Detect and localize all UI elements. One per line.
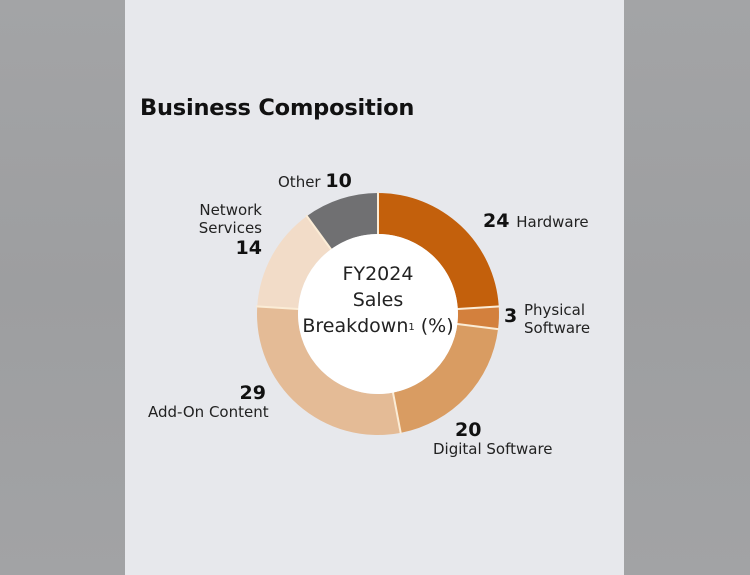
name-other: Other <box>278 173 321 191</box>
slice-add-on-content <box>257 306 401 435</box>
donut-slices <box>256 192 500 435</box>
donut-hole <box>298 234 458 394</box>
slice-separator <box>305 214 333 252</box>
label-network-services: Network Services 14 <box>198 201 262 259</box>
value-network-services: 14 <box>235 237 262 259</box>
center-year: FY2024 <box>342 263 414 285</box>
value-physical-software: 3 <box>504 305 518 327</box>
name-add-on-content: Add-On Content <box>148 403 269 421</box>
label-hardware: 24 Hardware <box>483 210 589 232</box>
value-add-on-content: 29 <box>239 382 266 404</box>
value-other: 10 <box>325 170 352 192</box>
slice-digital-software <box>392 324 499 433</box>
slice-network-services <box>257 216 331 309</box>
label-add-on-content: 29 Add-On Content <box>148 382 278 422</box>
center-breakdown: Breakdown1 (%) <box>302 315 454 337</box>
name-digital-software: Digital Software <box>433 440 553 458</box>
label-other: Other 10 <box>278 170 352 192</box>
value-physical-software-wrap: 3 <box>504 307 517 326</box>
donut-center-label: FY2024 Sales Breakdown1 (%) <box>278 261 478 339</box>
value-hardware: 24 <box>483 210 510 232</box>
slice-physical-software <box>457 306 499 330</box>
center-sales: Sales <box>352 289 404 311</box>
page-title: Business Composition <box>140 95 415 121</box>
value-digital-software: 20 <box>455 419 482 441</box>
footnote-marker: 1 <box>408 322 415 333</box>
slice-other <box>306 193 378 250</box>
label-physical-software: Physical Software <box>524 301 591 337</box>
slice-separator <box>391 390 402 435</box>
slice-separator <box>256 305 301 311</box>
label-digital-software: 20 Digital Software <box>433 419 563 459</box>
slice-separator <box>455 322 500 331</box>
name-hardware: Hardware <box>516 213 589 231</box>
slice-hardware <box>378 193 499 309</box>
slice-separator <box>455 305 500 311</box>
